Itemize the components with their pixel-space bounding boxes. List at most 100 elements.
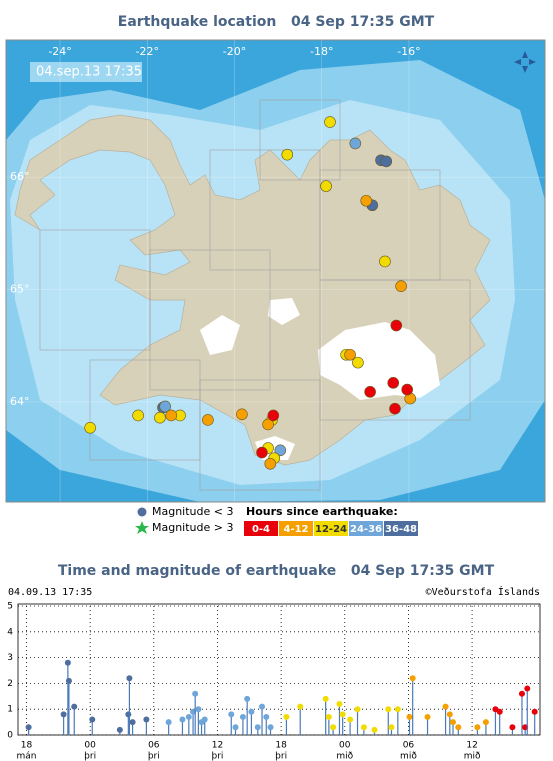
stem-head: [424, 713, 431, 720]
quake-dot: [264, 457, 277, 470]
lon-label: -22°: [136, 45, 159, 58]
stem-head: [354, 706, 361, 713]
y-tick-label: 3: [7, 653, 13, 663]
stem-head: [190, 708, 197, 715]
legend-box: [384, 521, 418, 536]
quake-dot: [256, 446, 268, 459]
chart-timestamp: 04.09.13 17:35: [8, 587, 92, 598]
lon-label: -24°: [48, 45, 71, 58]
quake-dot: [387, 377, 400, 389]
stem-head: [267, 724, 274, 731]
plot-frame: [17, 603, 541, 736]
stem-head: [65, 677, 72, 684]
legend-box: [279, 521, 313, 536]
stem-head: [254, 724, 261, 731]
lon-label: -18°: [310, 45, 333, 58]
x-tick-label: 18: [21, 741, 33, 751]
x-tick-day: mið: [336, 752, 353, 761]
legend-label: 4-12: [283, 524, 308, 535]
x-tick-day: þri: [212, 752, 224, 761]
x-tick-day: mán: [16, 752, 36, 761]
stem-head: [192, 690, 199, 697]
legend-label: 0-4: [252, 524, 270, 535]
lat-label: 66°: [10, 170, 30, 183]
glacier: [318, 322, 440, 400]
stem-head: [239, 713, 246, 720]
x-tick-label: 18: [275, 741, 287, 751]
stem-head: [64, 659, 71, 666]
x-tick-day: þri: [275, 752, 287, 761]
chart-title: Time and magnitude of earthquake 04 Sep …: [58, 563, 495, 579]
x-tick-label: 00: [84, 741, 96, 751]
map-frame: [5, 39, 546, 503]
legend-large-symbol: [135, 521, 149, 534]
stem-head: [263, 713, 270, 720]
stem-head: [25, 724, 32, 731]
quake-dot: [262, 418, 274, 431]
quake-dot: [84, 422, 96, 434]
stem-head: [325, 713, 332, 720]
stem-head: [232, 724, 239, 731]
stem-head: [201, 716, 208, 723]
legend-small-label: Magnitude < 3: [152, 505, 234, 518]
legend-box: [349, 521, 383, 536]
glacier: [200, 315, 240, 355]
quake-dot: [401, 383, 413, 396]
stem-head: [360, 724, 367, 731]
y-tick-label: 2: [7, 679, 13, 689]
legend-large-label: Magnitude > 3: [152, 521, 234, 534]
stem-head: [446, 711, 453, 718]
legend-box: [314, 521, 348, 536]
stem-head: [482, 719, 489, 726]
stem-head: [442, 703, 449, 710]
y-tick-label: 4: [7, 627, 13, 637]
stem-head: [524, 685, 531, 692]
stem-head: [116, 726, 123, 733]
stem-head: [71, 703, 78, 710]
x-tick-label: 06: [148, 741, 160, 751]
stem-head: [347, 716, 354, 723]
stem-head: [388, 724, 395, 731]
stem-head: [126, 675, 133, 682]
stem-head: [165, 719, 172, 726]
quake-dot: [390, 319, 403, 332]
stem-head: [248, 708, 255, 715]
quake-dot: [324, 116, 336, 128]
stem-head: [259, 703, 266, 710]
lat-label: 65°: [10, 283, 30, 296]
stem-head: [143, 716, 150, 723]
stem-head: [450, 719, 456, 726]
chart-credit: ©Veðurstofa Íslands: [426, 585, 540, 598]
legend-hours-title: Hours since earthquake:: [246, 505, 398, 518]
quake-dot: [267, 409, 280, 422]
stem-head: [409, 675, 416, 682]
x-tick-label: 12: [466, 741, 477, 751]
legend-label: 36-48: [385, 524, 417, 535]
quake-dot: [380, 155, 393, 168]
region-boxes: [39, 99, 471, 491]
stem-head: [179, 716, 186, 723]
stem-head: [283, 713, 290, 720]
quake-dot: [360, 194, 373, 207]
x-tick-label: 12: [212, 741, 223, 751]
quake-dot: [202, 414, 214, 426]
quake-dot: [320, 180, 332, 192]
quake-dot: [344, 348, 356, 361]
legend-label: 24-36: [350, 524, 382, 535]
x-tick-day: mið: [400, 752, 417, 761]
stem-head: [330, 724, 337, 731]
stem-head: [509, 724, 516, 731]
x-tick-label: 00: [339, 741, 351, 751]
map-title: Earthquake location 04 Sep 17:35 GMT: [118, 14, 435, 30]
compass-icon[interactable]: [514, 51, 536, 73]
stem-head: [394, 706, 401, 713]
quake-dot: [281, 148, 294, 161]
quake-dot: [154, 411, 166, 424]
legend-box: [244, 521, 278, 536]
lat-label: 64°: [10, 395, 30, 408]
stem-head: [522, 724, 529, 731]
y-tick-label: 0: [7, 731, 13, 741]
quake-dot: [165, 409, 178, 422]
quake-dot: [132, 409, 144, 422]
stem-head: [518, 690, 525, 697]
